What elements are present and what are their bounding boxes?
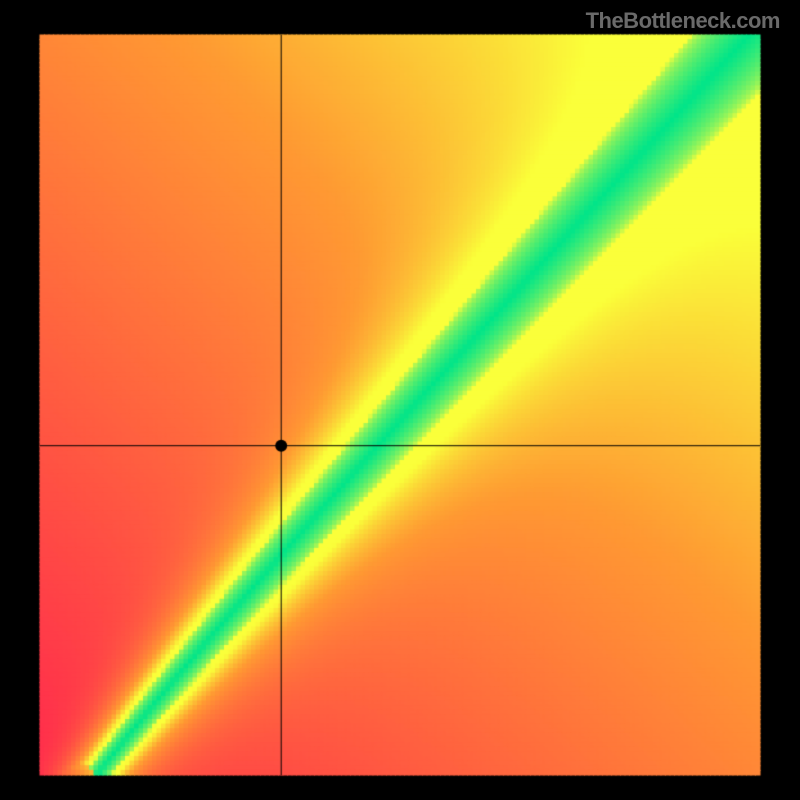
chart-container: TheBottleneck.com — [0, 0, 800, 800]
watermark-text: TheBottleneck.com — [586, 8, 780, 34]
bottleneck-heatmap — [0, 0, 800, 800]
